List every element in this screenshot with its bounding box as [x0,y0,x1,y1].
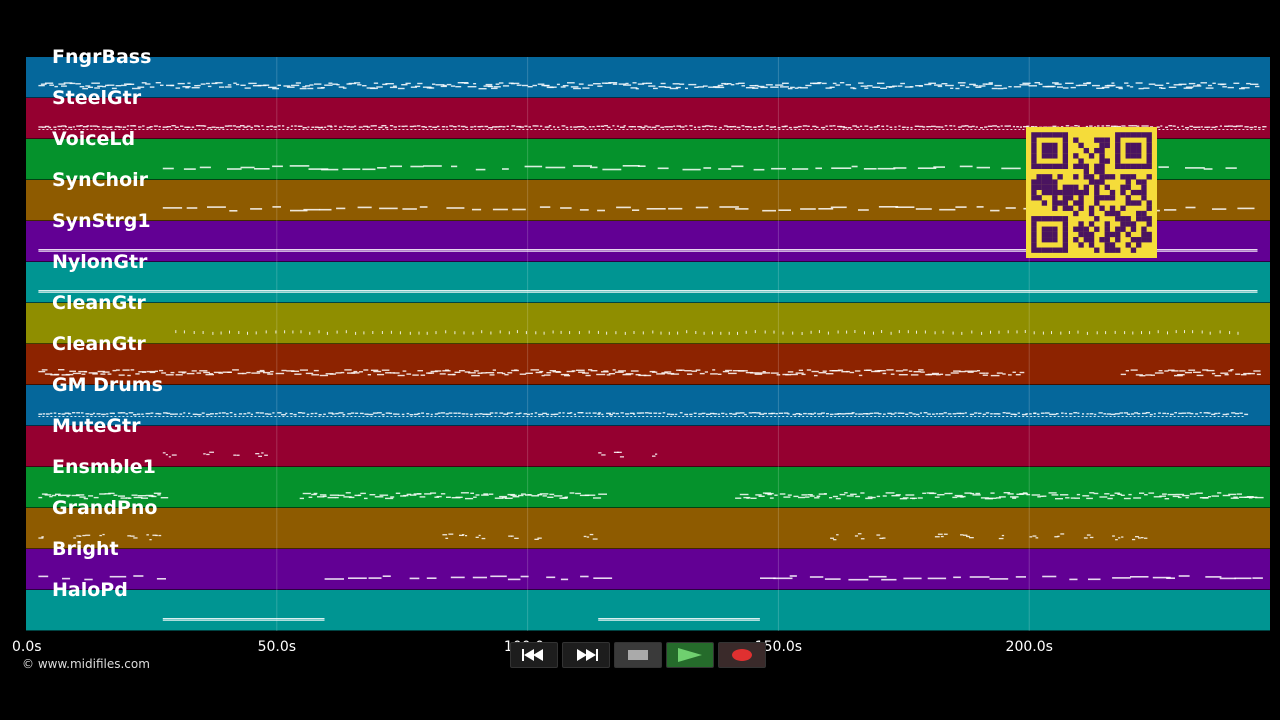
play-icon [678,648,702,662]
track-label: HaloPd [52,579,128,601]
time-tick-label: 0.0s [12,639,42,655]
time-tick-label: 150.0s [754,639,803,655]
qr-code-icon [1026,127,1157,258]
track-row [26,262,1270,303]
track-row [26,508,1270,549]
track-label: VoiceLd [52,128,136,150]
track-row [26,303,1270,344]
track-label: FngrBass [52,46,152,68]
stop-button[interactable] [614,642,662,668]
track-label: GM Drums [52,374,163,396]
track-row [26,385,1270,426]
fast-forward-button[interactable] [562,642,610,668]
track-label: CleanGtr [52,333,146,355]
record-icon [732,649,752,661]
track-label: SteelGtr [52,87,142,109]
track-row [26,549,1270,590]
track-label: NylonGtr [52,251,148,273]
track-label: SynChoir [52,169,149,191]
track-row [26,467,1270,508]
track-row [26,344,1270,385]
play-button[interactable] [666,642,714,668]
rewind-icon [522,649,543,661]
track-label: Ensmble1 [52,456,156,478]
time-tick-label: 200.0s [1005,639,1053,655]
track-label: SynStrg1 [52,210,151,232]
track-label: Bright [52,538,119,560]
copyright-text: © www.midifiles.com [22,657,150,671]
record-button[interactable] [718,642,766,668]
track-label: GrandPno [52,497,158,519]
track-label: CleanGtr [52,292,146,314]
track-label: MuteGtr [52,415,141,437]
transport-controls [510,642,766,670]
time-tick-label: 50.0s [257,639,297,655]
stop-icon [628,650,648,660]
track-row [26,426,1270,467]
track-row [26,57,1270,98]
rewind-button[interactable] [510,642,558,668]
fast-forward-icon [577,649,598,661]
track-row [26,590,1270,631]
